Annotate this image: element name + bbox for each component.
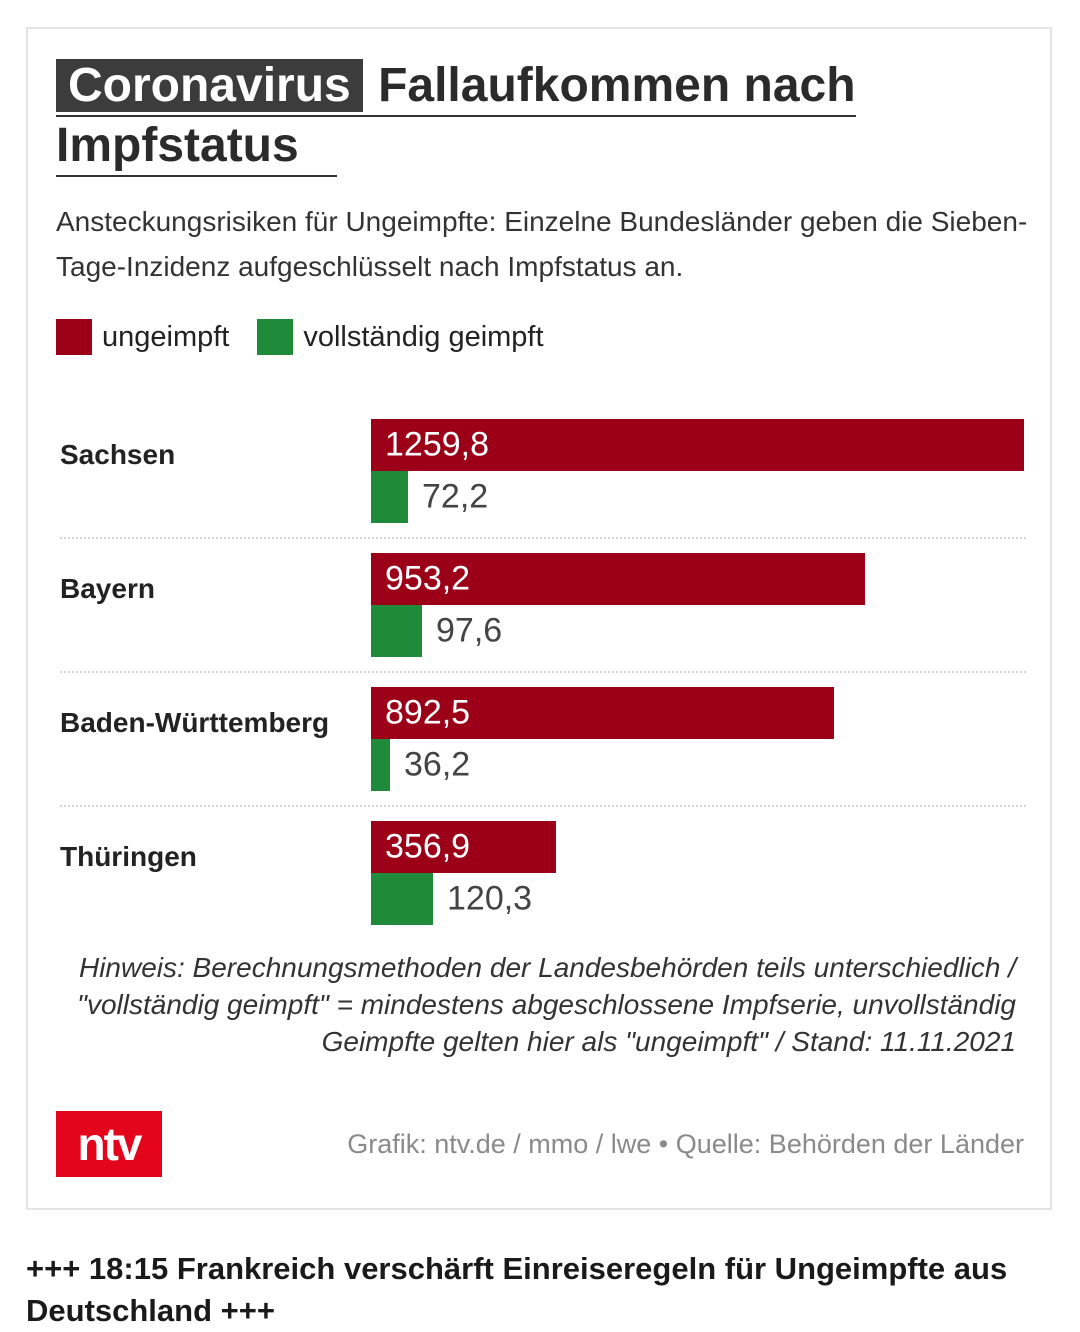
legend-label-ungeimpft: ungeimpft [102, 320, 230, 353]
chart-card: Coronavirus Fallaufkommen nach Impfstatu… [26, 27, 1052, 1210]
bar-sachsen-vollst-ndig-geimpft [371, 471, 408, 523]
value-label-bayern-ungeimpft: 953,2 [385, 559, 471, 598]
title-line-2: Impfstatus [56, 117, 337, 177]
legend-swatch-geimpft [257, 319, 294, 355]
news-headline[interactable]: +++ 18:15 Frankreich verschärft Einreise… [26, 1251, 1008, 1328]
bar-thueringen-ungeimpft [371, 821, 556, 873]
category-label-baden-wuerttemberg: Baden-Württemberg [60, 707, 330, 738]
category-label-thueringen: Thüringen [60, 841, 197, 872]
title-tag: Coronavirus [56, 59, 363, 112]
value-label-baden-wuerttemberg-vollst-ndig-geimpft: 36,2 [404, 745, 471, 784]
chart-title: Coronavirus Fallaufkommen nach Impfstatu… [56, 57, 876, 177]
legend-label-geimpft: vollständig geimpft [303, 320, 544, 353]
bar-thueringen-vollst-ndig-geimpft [371, 873, 433, 925]
bar-sachsen-ungeimpft [371, 419, 1024, 471]
bar-baden-wuerttemberg-vollst-ndig-geimpft [371, 739, 390, 791]
value-label-bayern-vollst-ndig-geimpft: 97,6 [436, 611, 503, 650]
bar-bayern-vollst-ndig-geimpft [371, 605, 422, 657]
value-label-thueringen-ungeimpft: 356,9 [385, 827, 471, 866]
value-label-sachsen-vollst-ndig-geimpft: 72,2 [422, 477, 489, 516]
ntv-logo: ntv [56, 1111, 162, 1177]
bar-bayern-ungeimpft [371, 553, 865, 605]
row-separator [60, 671, 1026, 673]
bar-baden-wuerttemberg-ungeimpft [371, 687, 834, 739]
row-separator [60, 537, 1026, 539]
category-label-bayern: Bayern [60, 573, 155, 604]
legend-swatch-ungeimpft [56, 319, 92, 355]
chart-credit: Grafik: ntv.de / mmo / lwe • Quelle: Beh… [347, 1129, 1024, 1159]
title-text: Fallaufkommen nach [378, 59, 856, 112]
legend-item-ungeimpft: ungeimpft [56, 319, 229, 355]
bar-chart: Sachsen 1259,8 72,2 Bayern 953,2 97,6 Baden-Wü… [56, 389, 1026, 925]
value-label-thueringen-vollst-ndig-geimpft: 120,3 [447, 879, 533, 918]
legend-item-geimpft: vollständig geimpft [257, 319, 544, 355]
value-label-sachsen-ungeimpft: 1259,8 [385, 425, 489, 464]
row-separator [60, 805, 1026, 807]
chart-note: Hinweis: Berechnungsmethoden der Landesb… [77, 952, 1016, 1057]
category-label-sachsen: Sachsen [60, 439, 176, 470]
legend: ungeimpft vollständig geimpft [56, 319, 572, 355]
chart-subtitle: Ansteckungsrisiken für Ungeimpfte: Einze… [56, 206, 1028, 282]
value-label-baden-wuerttemberg-ungeimpft: 892,5 [385, 693, 471, 732]
